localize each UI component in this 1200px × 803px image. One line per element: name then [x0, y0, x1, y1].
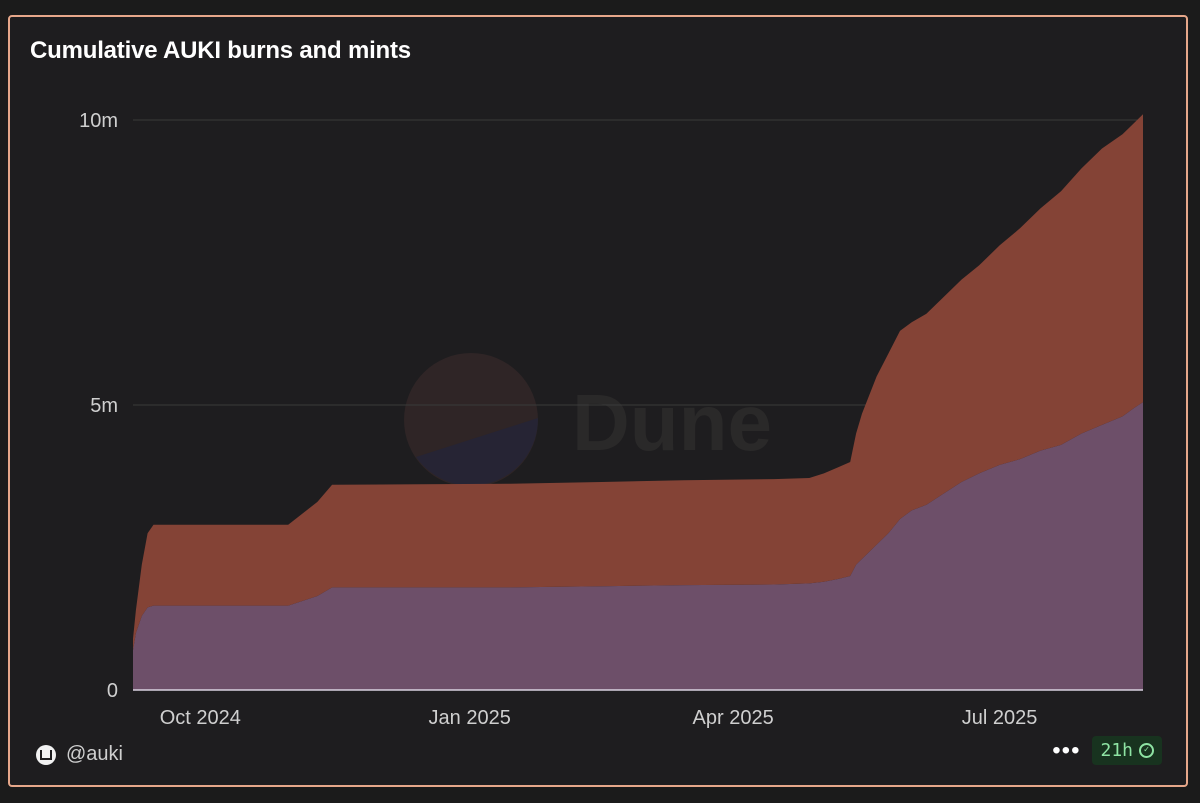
- dune-watermark: Dune: [404, 353, 772, 487]
- dune-logo-icon: [36, 744, 56, 765]
- refresh-age: 21h: [1100, 740, 1133, 761]
- chart-title: Cumulative AUKI burns and mints: [30, 37, 411, 64]
- y-axis-ticks: 0 5m 10m: [79, 110, 118, 702]
- x-tick-label: Apr 2025: [693, 707, 774, 729]
- refresh-badge[interactable]: 21h ✓: [1092, 736, 1162, 765]
- series-area-0: [133, 402, 1143, 690]
- y-tick-label: 0: [107, 680, 118, 702]
- x-tick-label: Jan 2025: [429, 707, 511, 729]
- x-tick-label: Oct 2024: [160, 707, 241, 729]
- footer-owner[interactable]: @auki: [36, 743, 123, 766]
- y-tick-label: 5m: [90, 395, 118, 417]
- verified-check-icon: ✓: [1139, 743, 1154, 758]
- series-area-1: [133, 114, 1143, 651]
- watermark-circle-shade: [416, 418, 539, 486]
- owner-handle[interactable]: @auki: [66, 743, 123, 765]
- x-tick-label: Jul 2025: [962, 707, 1038, 729]
- watermark-text: Dune: [572, 378, 772, 467]
- footer-actions: ••• 21h ✓: [1052, 736, 1162, 765]
- series-areas: [133, 114, 1143, 691]
- x-axis-ticks: Oct 2024 Jan 2025 Apr 2025 Jul 2025: [160, 707, 1038, 729]
- y-tick-label: 10m: [79, 110, 118, 132]
- more-options-icon[interactable]: •••: [1052, 736, 1081, 764]
